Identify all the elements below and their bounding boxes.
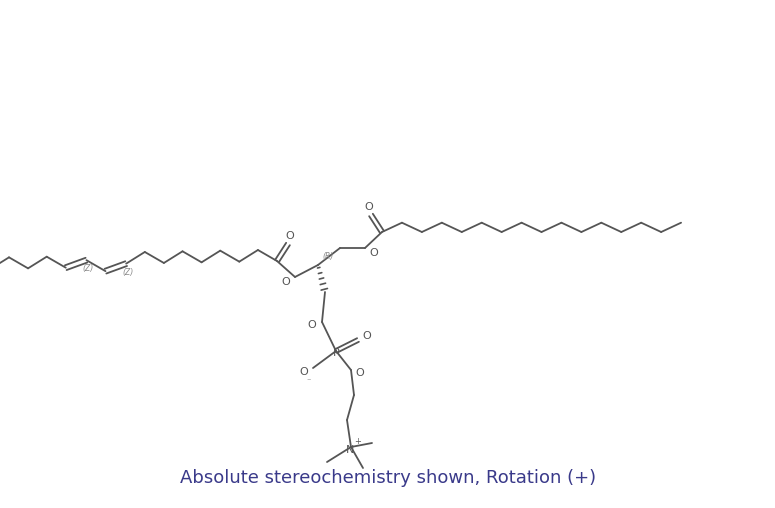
Text: O: O xyxy=(363,331,371,341)
Text: O: O xyxy=(364,202,374,212)
Text: ⁻: ⁻ xyxy=(307,376,312,386)
Text: O: O xyxy=(308,320,316,330)
Text: N: N xyxy=(346,445,354,455)
Text: O: O xyxy=(300,367,308,377)
Text: O: O xyxy=(286,231,295,241)
Text: O: O xyxy=(281,277,291,287)
Text: O: O xyxy=(356,368,364,378)
Text: O: O xyxy=(370,248,378,258)
Text: (Z): (Z) xyxy=(82,265,94,273)
Text: +: + xyxy=(355,437,361,447)
Text: P: P xyxy=(332,348,339,358)
Text: (R): (R) xyxy=(322,252,333,262)
Text: (Z): (Z) xyxy=(122,268,133,277)
Text: Absolute stereochemistry shown, Rotation (+): Absolute stereochemistry shown, Rotation… xyxy=(180,469,596,487)
